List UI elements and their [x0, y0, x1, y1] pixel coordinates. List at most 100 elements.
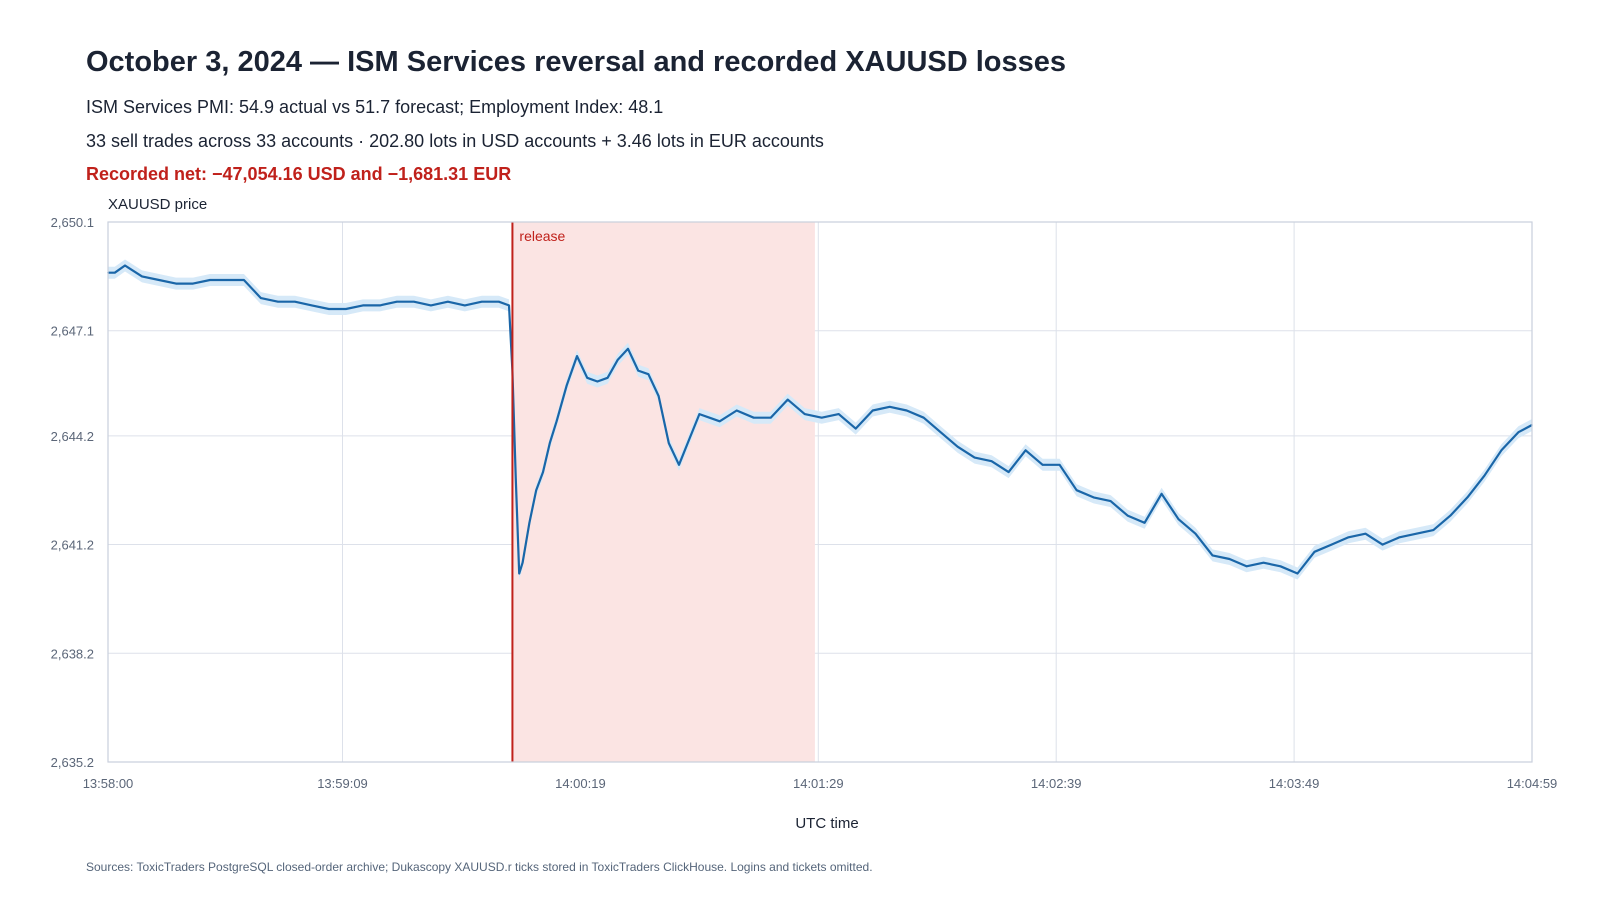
price-point: [521, 561, 524, 564]
post-release-window: [512, 222, 815, 762]
price-point: [637, 369, 639, 372]
price-point: [1364, 532, 1367, 535]
price-point: [657, 395, 660, 397]
price-point: [956, 445, 959, 448]
y-axis-ticks: 2,635.2 2,638.2 2,641.2 2,644.2 2,647.1 2,650…: [51, 215, 94, 770]
price-point: [158, 279, 160, 281]
price-point: [1143, 522, 1146, 524]
price-point: [528, 522, 531, 524]
price-point: [481, 300, 483, 303]
price-point: [647, 373, 650, 376]
price-point: [786, 398, 789, 401]
price-point: [1262, 561, 1265, 564]
plot-frame: [107, 221, 1533, 763]
x-tick-label: 14:04:59: [1507, 776, 1558, 791]
net-result-text: Recorded net: −47,054.16 USD and −1,681.…: [86, 164, 512, 184]
price-point: [854, 427, 857, 430]
price-point: [1041, 464, 1044, 466]
price-point: [708, 416, 711, 419]
price-point: [549, 442, 551, 444]
price-point: [518, 572, 520, 575]
price-point: [837, 413, 840, 415]
price-point: [114, 271, 116, 274]
price-point: [1432, 529, 1435, 531]
price-point: [447, 300, 449, 303]
price-point: [1007, 471, 1010, 473]
price-point: [1398, 536, 1401, 539]
price-point: [294, 300, 296, 303]
price-point: [576, 355, 578, 357]
x-tick-label: 14:01:29: [793, 776, 844, 791]
price-point: [888, 406, 891, 408]
price-point: [379, 304, 381, 307]
x-tick-label: 14:02:39: [1031, 776, 1082, 791]
x-tick-label: 14:00:19: [555, 776, 606, 791]
price-point: [871, 409, 874, 412]
price-point: [124, 264, 126, 267]
price-point: [769, 416, 772, 419]
x-axis-ticks: 13:58:00 13:59:09 14:00:19 14:01:29 14:02:39…: [83, 776, 1558, 791]
price-point: [508, 304, 510, 307]
price-point: [718, 420, 721, 423]
price-point: [735, 409, 738, 412]
price-point: [1058, 464, 1061, 466]
price-point: [1075, 489, 1078, 492]
price-point: [1500, 449, 1503, 452]
price-point: [413, 300, 415, 303]
release-window-shade: [512, 222, 815, 762]
price-point: [498, 300, 500, 303]
tick-range-band: [108, 259, 1532, 580]
price-point: [922, 416, 925, 419]
price-point: [260, 297, 262, 299]
price-point: [596, 380, 599, 383]
price-point: [328, 308, 330, 310]
price-point: [1517, 431, 1520, 434]
y-tick-label: 2,644.2: [51, 429, 94, 444]
price-point: [1228, 558, 1231, 560]
price-point: [1126, 514, 1129, 517]
price-point: [820, 416, 823, 419]
price-point: [1279, 565, 1282, 568]
price-point: [688, 438, 690, 441]
price-point: [464, 304, 466, 307]
price-point: [226, 279, 228, 281]
price-point: [542, 471, 544, 473]
price-point: [1313, 551, 1316, 553]
price-point: [243, 279, 245, 281]
price-point: [1109, 500, 1112, 502]
chart-title: October 3, 2024 — ISM Services reversal …: [86, 46, 1067, 78]
trades-subtitle: 33 sell trades across 33 accounts · 202.…: [86, 131, 824, 151]
price-point: [1160, 493, 1163, 495]
price-point: [1415, 532, 1418, 535]
price-point: [698, 413, 701, 415]
price-point: [1211, 554, 1214, 557]
sources-footnote: Sources: ToxicTraders PostgreSQL closed-…: [86, 860, 873, 874]
price-point: [396, 300, 398, 303]
tick-range-band-area: [108, 259, 1532, 580]
x-tick-label: 13:58:00: [83, 776, 134, 791]
price-point: [566, 384, 568, 386]
price-point: [1245, 565, 1248, 568]
price-point: [1194, 532, 1197, 535]
price-point: [990, 460, 993, 463]
price-point: [345, 308, 347, 310]
y-tick-label: 2,641.2: [51, 538, 94, 553]
price-point: [1092, 496, 1095, 499]
y-tick-label: 2,638.2: [51, 646, 94, 661]
release-marker-layer: release: [511, 222, 566, 762]
price-point: [555, 420, 558, 423]
price-point: [1347, 536, 1350, 539]
price-point: [277, 300, 279, 303]
plot-border: [107, 221, 1533, 763]
price-point: [678, 464, 680, 466]
price-point: [209, 279, 211, 281]
price-point: [617, 358, 619, 361]
price-point: [515, 478, 517, 481]
price-point: [1177, 518, 1180, 520]
price-point: [192, 282, 194, 285]
x-tick-label: 13:59:09: [317, 776, 368, 791]
price-point: [1024, 449, 1027, 452]
price-point: [430, 304, 432, 307]
y-tick-label: 2,650.1: [51, 215, 94, 230]
price-point: [803, 413, 806, 415]
